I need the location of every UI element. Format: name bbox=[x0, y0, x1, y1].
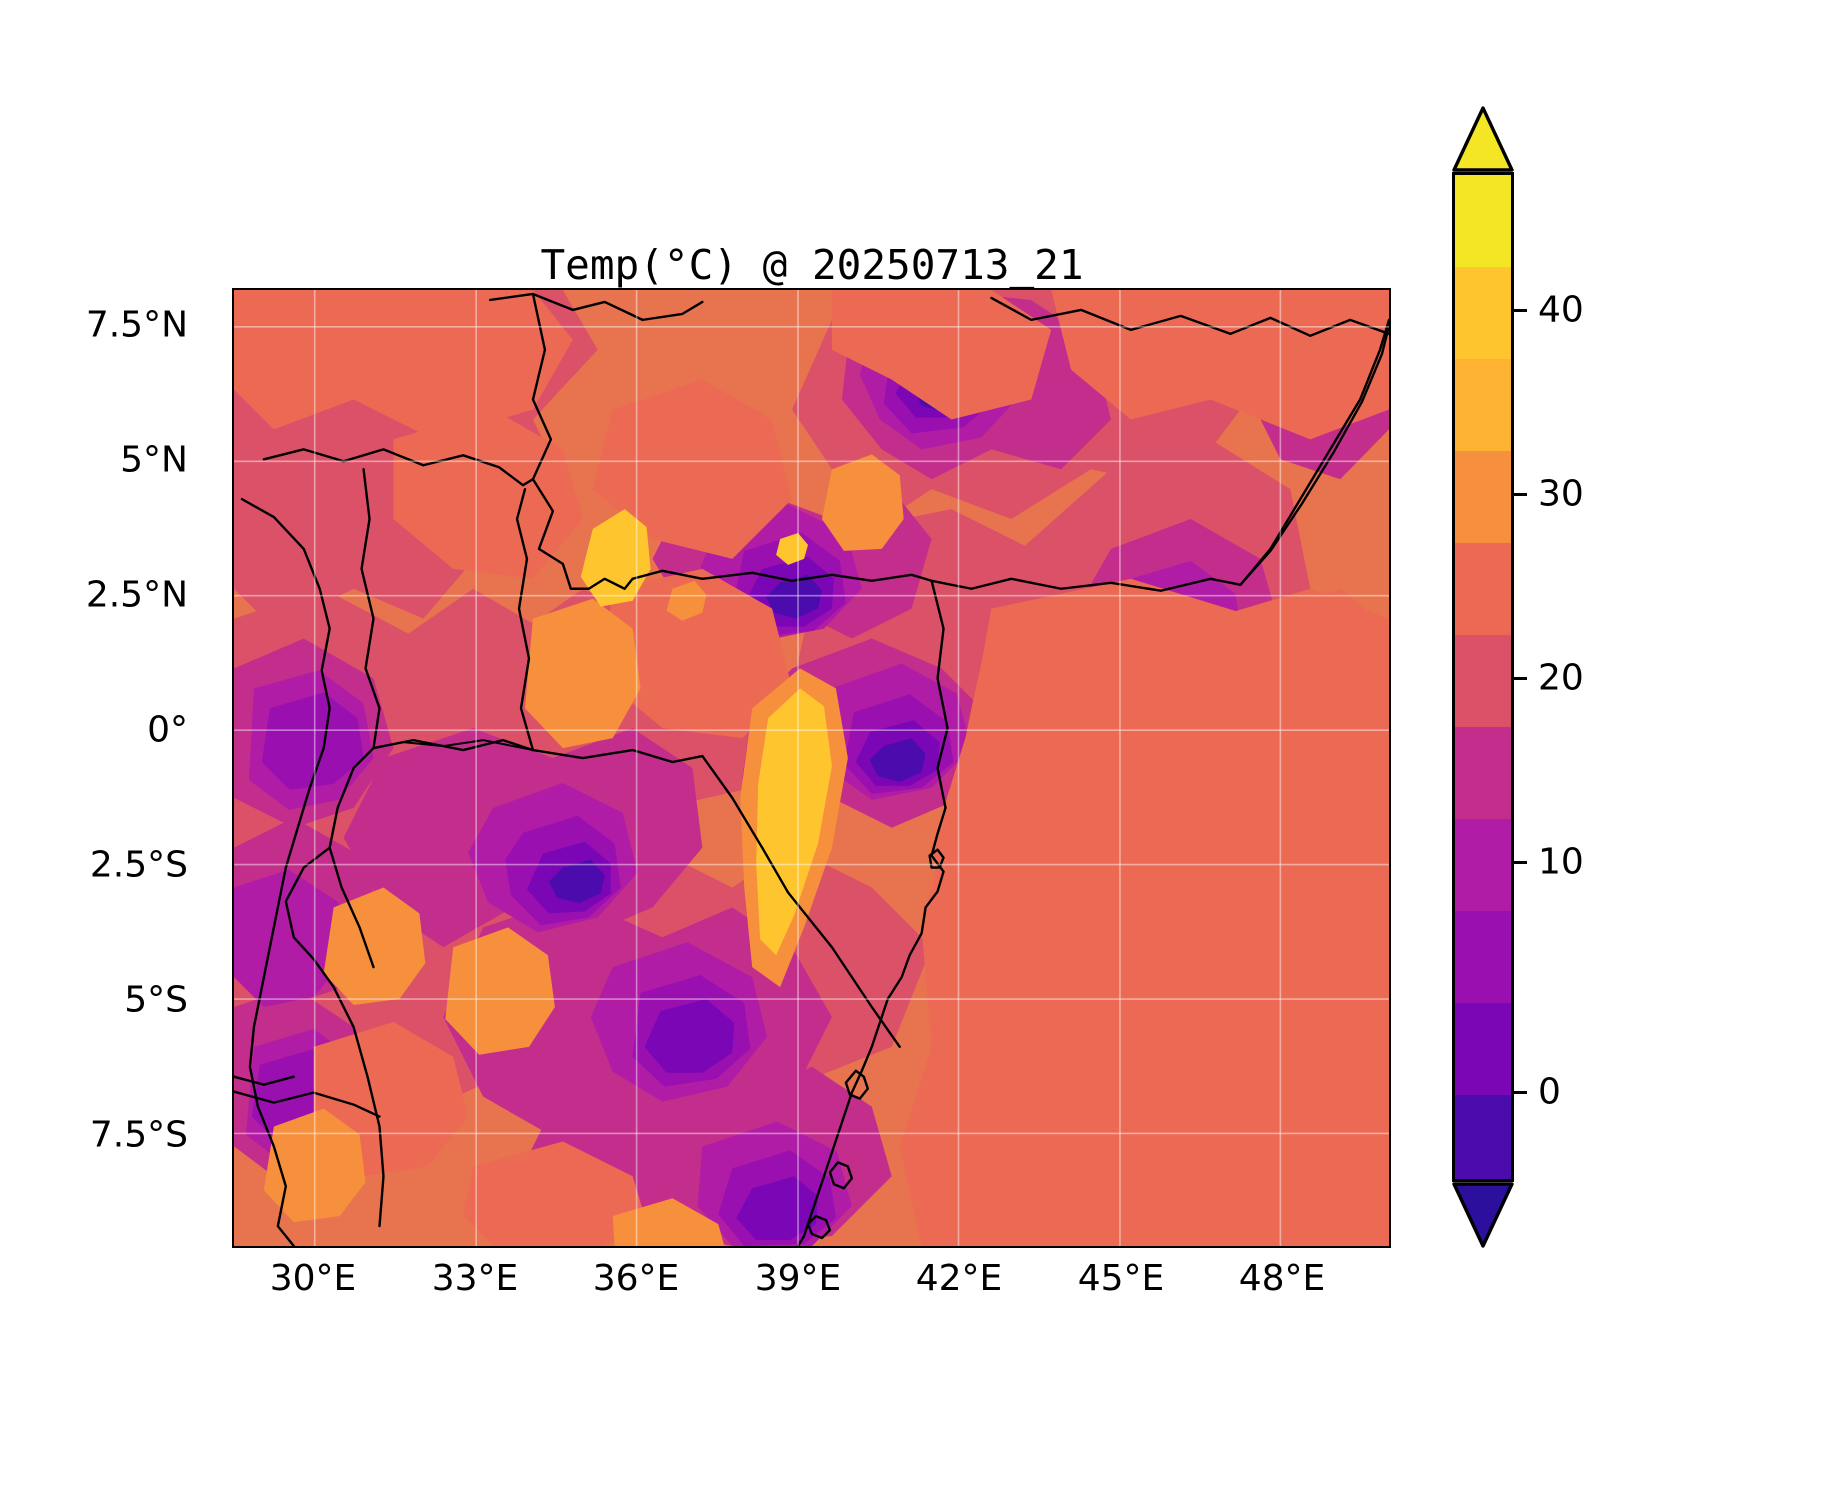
colorbar-tick-label-0: 0 bbox=[1538, 1071, 1561, 1113]
colorbar-tick-mark-0 bbox=[1514, 1091, 1527, 1094]
colorbar-extend-top-arrow bbox=[1452, 106, 1514, 172]
colorbar-tick-mark-20 bbox=[1514, 677, 1527, 680]
colorbar-gradient bbox=[1452, 172, 1514, 1182]
map-axes[interactable] bbox=[232, 288, 1391, 1248]
ytick-label-4: 2.5°S bbox=[89, 844, 188, 886]
xtick-label-1: 33°E bbox=[431, 1258, 519, 1299]
colorbar-band-8-12 bbox=[1455, 911, 1511, 1003]
colorbar-band-40-44 bbox=[1455, 175, 1511, 267]
map-gridlines bbox=[234, 290, 1389, 1246]
colorbar-extend-bottom-arrow bbox=[1452, 1182, 1514, 1248]
colorbar-tick-label-40: 40 bbox=[1538, 289, 1584, 331]
ytick-label-6: 7.5°S bbox=[89, 1114, 188, 1156]
colorbar[interactable]: 40 30 20 10 0 bbox=[1452, 106, 1584, 1248]
colorbar-tick-label-30: 30 bbox=[1538, 473, 1584, 515]
colorbar-tick-mark-10 bbox=[1514, 861, 1527, 864]
xtick-label-2: 36°E bbox=[592, 1258, 680, 1299]
temperature-contour-map bbox=[234, 290, 1389, 1246]
colorbar-band-4-8 bbox=[1455, 1003, 1511, 1095]
ytick-label-5: 5°S bbox=[124, 979, 188, 1021]
xtick-label-4: 42°E bbox=[915, 1258, 1003, 1299]
colorbar-band-24-28 bbox=[1455, 543, 1511, 635]
colorbar-tick-label-20: 20 bbox=[1538, 657, 1584, 699]
colorbar-tick-label-10: 10 bbox=[1538, 841, 1584, 883]
title-line-primary: Temp(°C) @ 20250713_21 bbox=[540, 241, 1084, 290]
colorbar-band-16-20 bbox=[1455, 727, 1511, 819]
colorbar-tick-mark-30 bbox=[1514, 493, 1527, 496]
colorbar-band-0-4 bbox=[1455, 1095, 1511, 1179]
ytick-label-3: 0° bbox=[147, 709, 188, 751]
colorbar-band-12-16 bbox=[1455, 819, 1511, 911]
xtick-label-5: 45°E bbox=[1077, 1258, 1165, 1299]
colorbar-band-36-40 bbox=[1455, 267, 1511, 359]
xtick-label-3: 39°E bbox=[754, 1258, 842, 1299]
colorbar-band-20-24 bbox=[1455, 635, 1511, 727]
colorbar-band-28-32 bbox=[1455, 451, 1511, 543]
colorbar-band-32-36 bbox=[1455, 359, 1511, 451]
ytick-label-1: 5°N bbox=[120, 439, 188, 481]
xtick-label-6: 48°E bbox=[1238, 1258, 1326, 1299]
ytick-label-0: 7.5°N bbox=[85, 304, 188, 346]
colorbar-tick-mark-40 bbox=[1514, 309, 1527, 312]
xtick-label-0: 30°E bbox=[269, 1258, 357, 1299]
ytick-label-2: 2.5°N bbox=[85, 574, 188, 616]
